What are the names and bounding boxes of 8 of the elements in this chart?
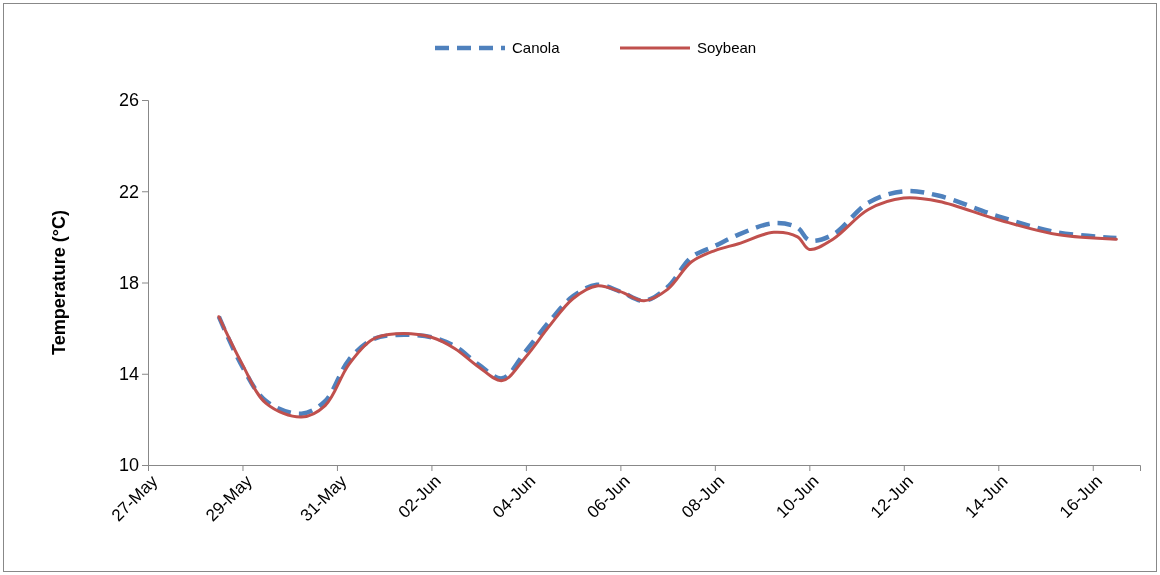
y-tick-label: 22 — [118, 181, 139, 202]
legend-label: Canola — [512, 39, 561, 56]
y-tick-label: 18 — [118, 272, 139, 293]
legend-label: Soybean — [697, 39, 757, 56]
y-axis-title: Temperature (°C) — [49, 210, 69, 355]
y-tick-label: 14 — [118, 364, 139, 385]
y-tick-label: 26 — [118, 90, 139, 111]
y-tick-label: 10 — [118, 455, 139, 476]
